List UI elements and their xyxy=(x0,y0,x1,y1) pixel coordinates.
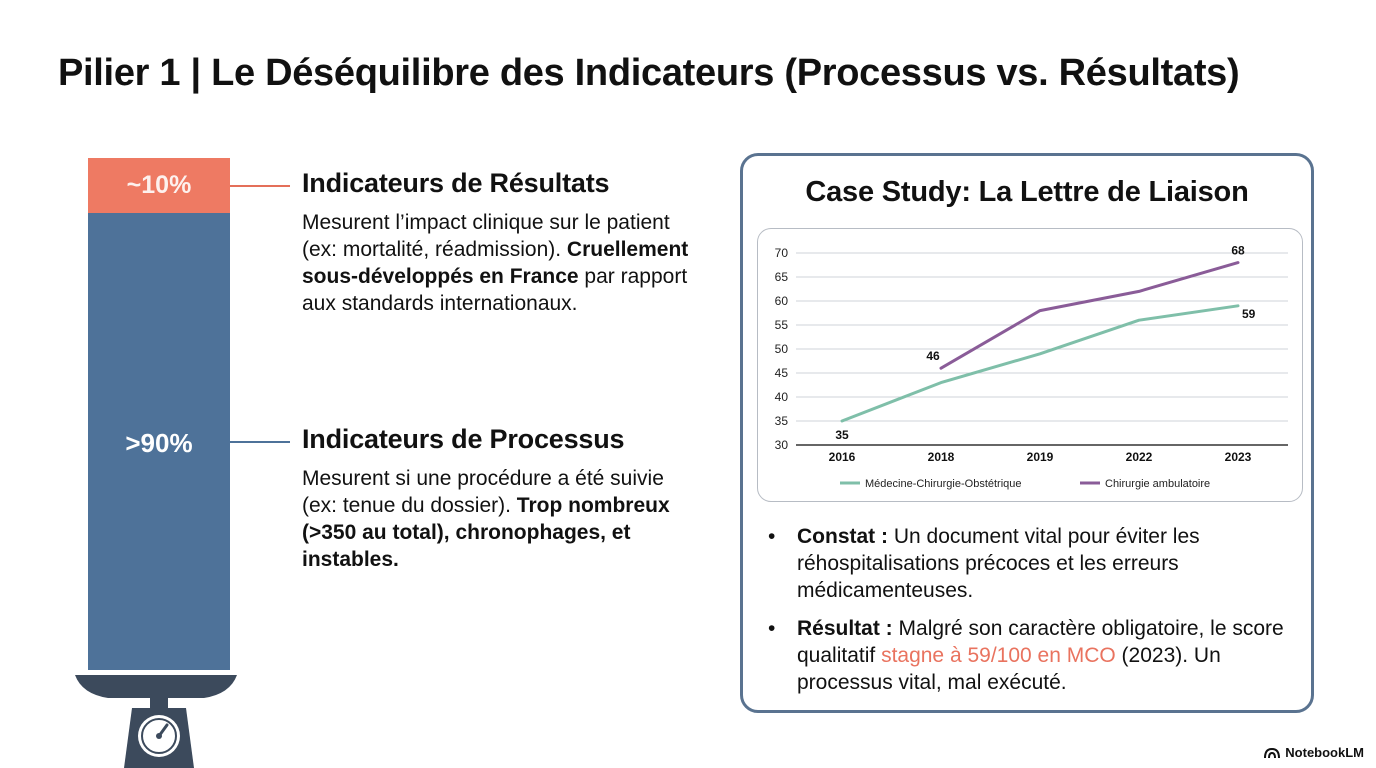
y-tick-label: 35 xyxy=(775,414,789,428)
process-share-bar: >90% xyxy=(88,213,230,670)
results-share-bar: ~10% xyxy=(88,158,230,213)
results-share-label: ~10% xyxy=(126,171,192,199)
constat-bullet: • Constat : Un document vital pour évite… xyxy=(763,523,1293,604)
process-connector-line xyxy=(230,441,290,443)
x-tick-label: 2022 xyxy=(1126,450,1153,464)
notebooklm-logo-icon xyxy=(1264,747,1281,758)
results-connector-line xyxy=(230,185,290,187)
x-tick-label: 2023 xyxy=(1225,450,1252,464)
y-tick-label: 65 xyxy=(775,270,789,284)
page-title: Pilier 1 | Le Déséquilibre des Indicateu… xyxy=(58,52,1240,94)
brand-label: NotebookLM xyxy=(1285,745,1364,760)
y-tick-label: 55 xyxy=(775,318,789,332)
notebooklm-brand: NotebookLM xyxy=(1264,745,1364,760)
results-text: Mesurent l’impact clinique sur le patien… xyxy=(302,211,670,261)
results-indicators-block: Indicateurs de Résultats Mesurent l’impa… xyxy=(302,168,702,317)
results-heading: Indicateurs de Résultats xyxy=(302,168,610,198)
results-description: Mesurent l’impact clinique sur le patien… xyxy=(302,209,702,317)
scale-icon xyxy=(75,675,237,768)
case-study-card: Case Study: La Lettre de Liaison 30 35 40 4… xyxy=(740,153,1314,713)
resultat-text-2: (2023). Un processus vital, mal exécuté. xyxy=(797,644,1221,694)
y-tick-label: 50 xyxy=(775,342,789,356)
legend-label: Médecine-Chirurgie-Obstétrique xyxy=(865,478,1022,490)
x-tick-label: 2019 xyxy=(1027,450,1054,464)
constat-label: Constat : xyxy=(797,525,888,548)
process-share-label: >90% xyxy=(125,428,193,458)
line-chart: 30 35 40 45 50 55 60 65 70 2016 2018 2019 2022 2023 35… xyxy=(775,244,1288,490)
data-label: 59 xyxy=(1242,307,1256,321)
results-rest-text: par rapport aux standards internationaux… xyxy=(302,265,688,315)
process-text: Mesurent si une procédure a été suivie (… xyxy=(302,467,664,517)
data-label: 68 xyxy=(1231,244,1245,258)
bullet-dot: • xyxy=(768,617,776,640)
x-tick-label: 2018 xyxy=(928,450,955,464)
process-description: Mesurent si une procédure a été suivie (… xyxy=(302,465,702,573)
resultat-label: Résultat : xyxy=(797,617,893,640)
y-tick-label: 60 xyxy=(775,294,789,308)
x-tick-label: 2016 xyxy=(829,450,856,464)
resultat-text-1: Malgré son caractère obligatoire, le sco… xyxy=(797,617,1284,667)
bullet-dot: • xyxy=(768,525,776,548)
process-indicators-block: Indicateurs de Processus Mesurent si une… xyxy=(302,424,702,573)
legend-label: Chirurgie ambulatoire xyxy=(1105,478,1210,490)
case-study-title: Case Study: La Lettre de Liaison xyxy=(805,176,1249,208)
series-line-2 xyxy=(939,261,1240,370)
resultat-highlight: stagne à 59/100 en MCO xyxy=(881,644,1116,667)
process-bold-text: Trop nombreux (>350 au total), chronopha… xyxy=(302,494,670,571)
case-study-bullets: • Constat : Un document vital pour évite… xyxy=(763,523,1293,707)
data-label: 46 xyxy=(926,349,940,363)
series-line-1 xyxy=(840,304,1240,423)
y-tick-label: 70 xyxy=(775,246,789,260)
line-chart-panel: 30 35 40 45 50 55 60 65 70 2016 2018 2019 2022 2023 35… xyxy=(757,228,1303,502)
data-label: 35 xyxy=(835,428,849,442)
constat-text: Un document vital pour éviter les réhosp… xyxy=(797,525,1200,602)
y-tick-label: 45 xyxy=(775,366,789,380)
process-heading: Indicateurs de Processus xyxy=(302,424,625,454)
results-bold-text: Cruellement sous-développés en France xyxy=(302,238,689,288)
y-tick-label: 40 xyxy=(775,390,789,404)
resultat-bullet: • Résultat : Malgré son caractère obliga… xyxy=(763,615,1293,696)
y-tick-label: 30 xyxy=(775,438,789,452)
